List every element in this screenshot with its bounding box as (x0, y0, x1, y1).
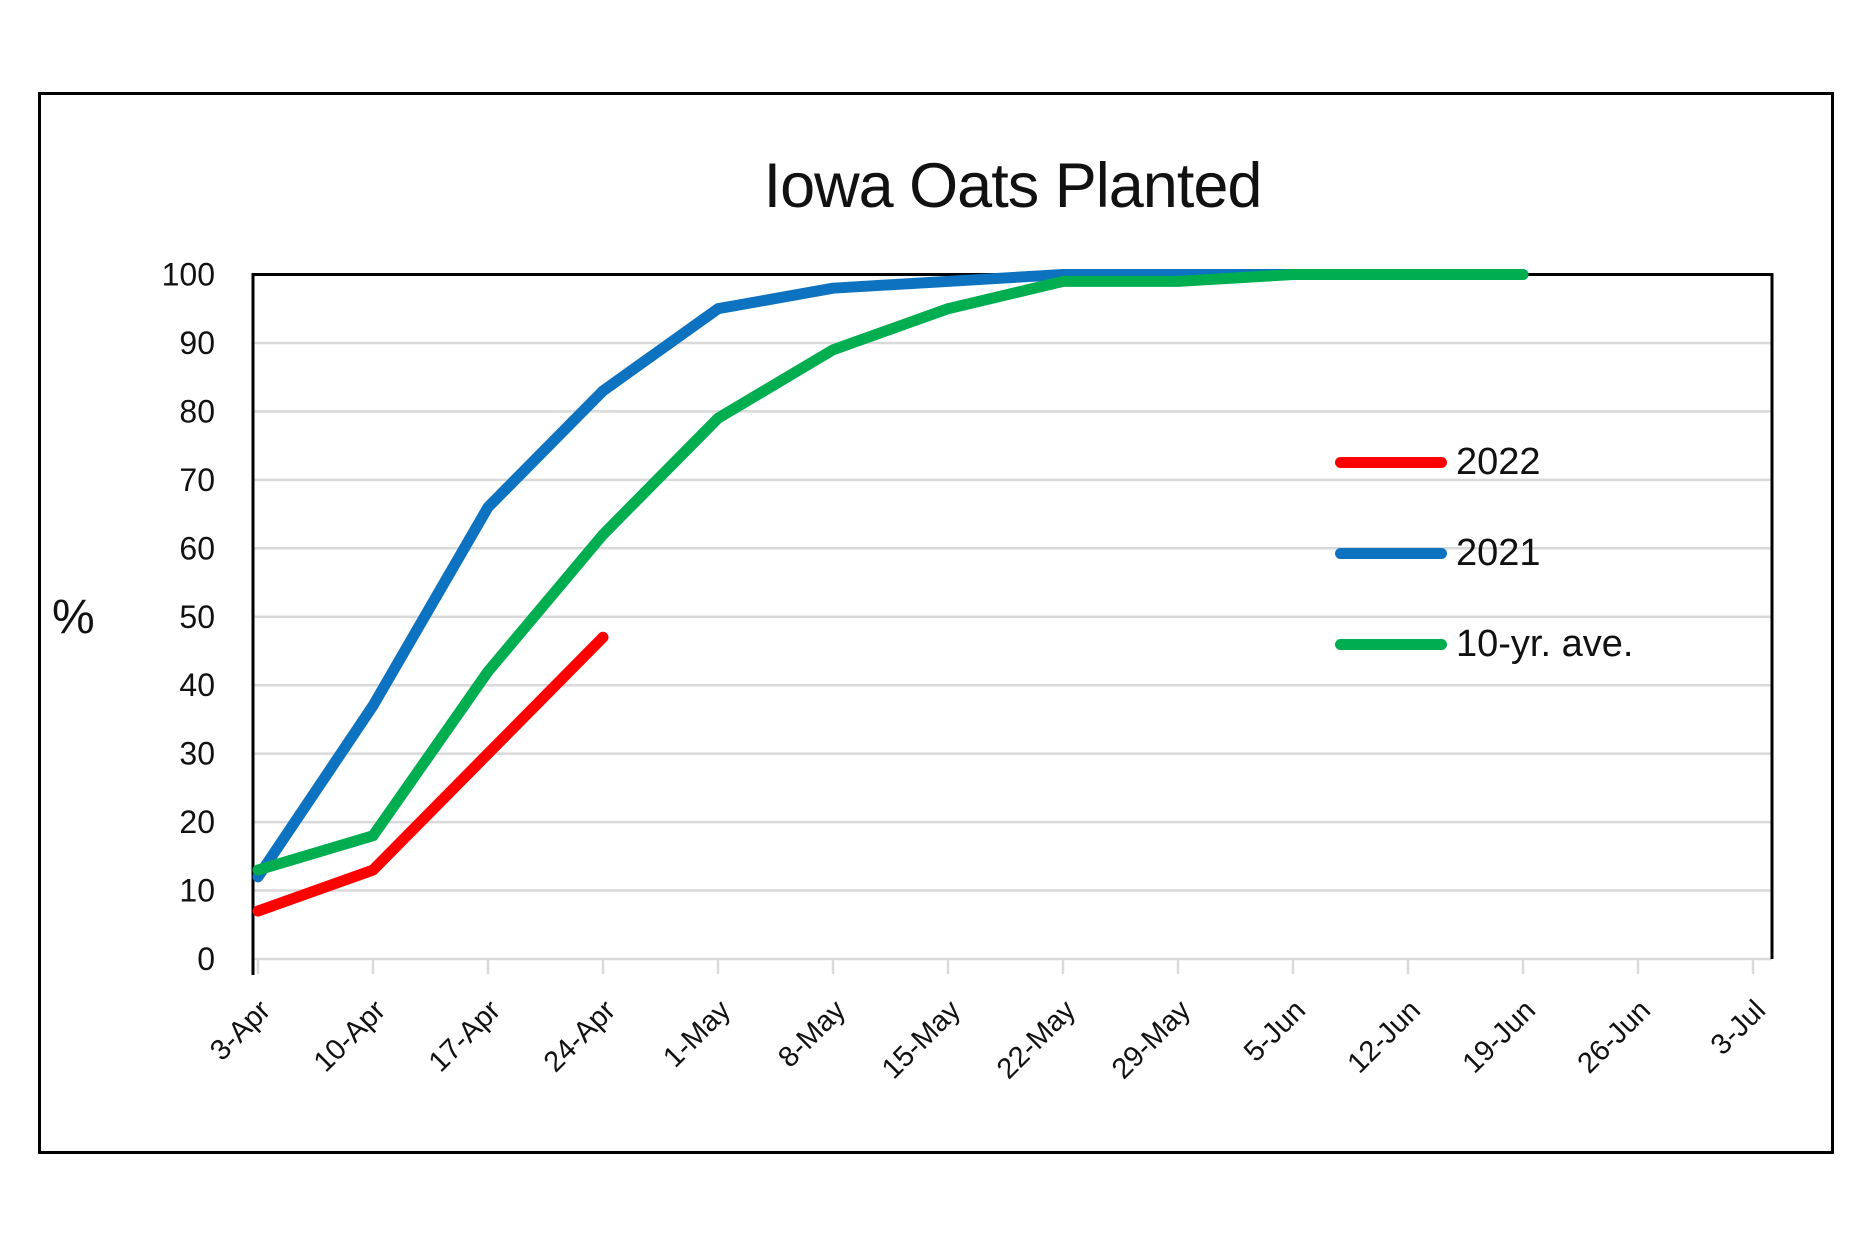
series-line-10-yr-ave- (252, 269, 1529, 876)
y-axis-label-60: 60 (179, 530, 215, 566)
x-axis-label-24-Apr: 24-Apr (538, 994, 622, 1078)
chart-border-frame (38, 92, 1834, 1154)
series-line-2021 (252, 269, 1529, 883)
x-axis-label-15-May: 15-May (876, 994, 967, 1085)
y-axis-label-0: 0 (197, 941, 215, 977)
x-axis-label-17-Apr: 17-Apr (423, 994, 507, 1078)
x-axis-label-26-Jun: 26-Jun (1572, 994, 1657, 1079)
y-axis-label-90: 90 (179, 325, 215, 361)
legend-item-2021: 2021 (1335, 531, 1633, 575)
legend-item-10yr-ave: 10-yr. ave. (1335, 622, 1633, 666)
x-axis-label-5-Jun: 5-Jun (1238, 994, 1312, 1068)
y-axis-label-20: 20 (179, 804, 215, 840)
y-axis-label-80: 80 (179, 393, 215, 429)
y-axis-label-10: 10 (179, 873, 215, 909)
legend-line-sample-2022 (1335, 456, 1447, 468)
y-axis-label-40: 40 (179, 667, 215, 703)
x-axis-label-22-May: 22-May (991, 994, 1082, 1085)
y-axis-label-50: 50 (179, 599, 215, 635)
x-axis-label-10-Apr: 10-Apr (308, 994, 392, 1078)
y-axis-label-70: 70 (179, 462, 215, 498)
x-axis-label-3-Jul: 3-Jul (1705, 994, 1772, 1061)
y-axis-label-30: 30 (179, 736, 215, 772)
chart-title: Iowa Oats Planted (763, 151, 1263, 221)
x-axis-label-3-Apr: 3-Apr (204, 994, 277, 1067)
legend-label-10yr-ave: 10-yr. ave. (1456, 622, 1634, 665)
legend: 2022 2021 10-yr. ave. (1335, 440, 1633, 713)
x-axis-label-29-May: 29-May (1106, 994, 1197, 1085)
legend-line-sample-2021 (1335, 547, 1447, 559)
legend-label-2021: 2021 (1456, 531, 1541, 574)
x-axis-label-1-May: 1-May (657, 994, 737, 1074)
legend-line-sample-10yr-ave (1335, 638, 1447, 650)
x-axis-label-19-Jun: 19-Jun (1457, 994, 1542, 1079)
x-axis-label-12-Jun: 12-Jun (1342, 994, 1427, 1079)
y-axis-label-100: 100 (162, 257, 215, 293)
y-axis-unit-label: % (52, 591, 95, 644)
series-line-2022 (252, 631, 609, 917)
legend-label-2022: 2022 (1456, 440, 1541, 483)
legend-item-2022: 2022 (1335, 440, 1633, 484)
x-axis-label-8-May: 8-May (772, 994, 852, 1074)
